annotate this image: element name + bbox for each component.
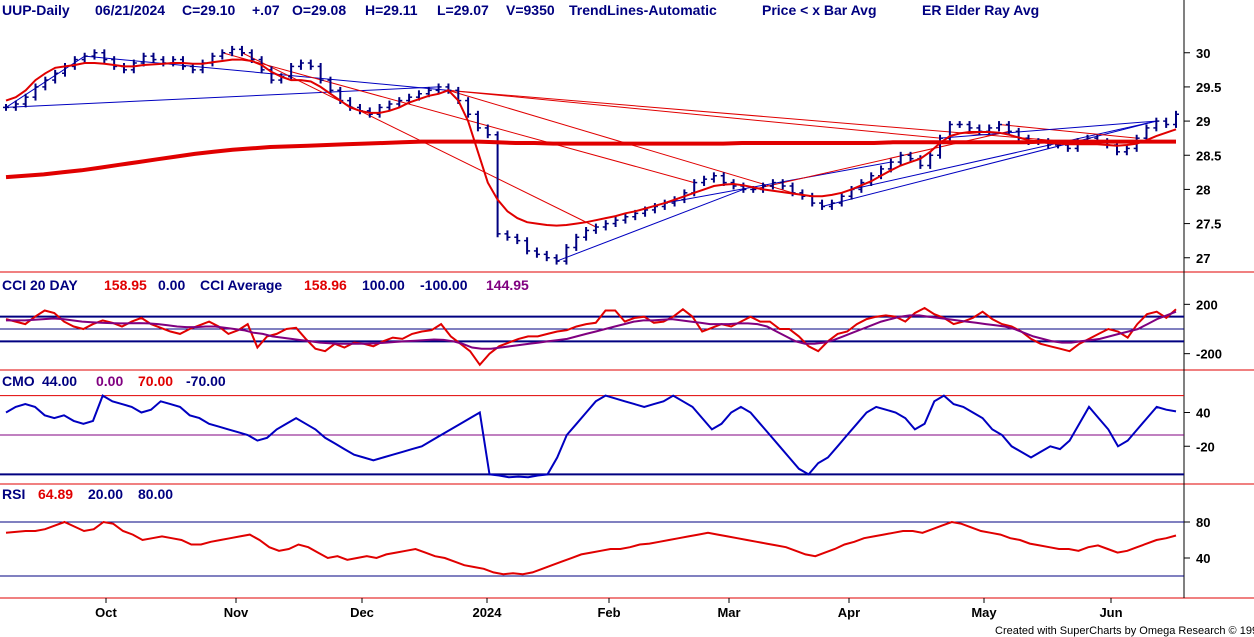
header-study-price-avg: Price < x Bar Avg — [762, 2, 877, 18]
trendline — [448, 89, 793, 194]
trendline — [448, 89, 1108, 146]
cci-legend-1: 158.95 — [104, 277, 147, 293]
indicator-axis-ticks: 200 -200 40 -20 80 40 — [1184, 297, 1222, 566]
indicator-line-cci-average — [6, 310, 1177, 350]
price-tick-label: 27.5 — [1196, 217, 1221, 232]
header-date: 06/21/2024 — [95, 2, 165, 18]
header-study-trendlines: TrendLines-Automatic — [569, 2, 717, 18]
rsi-legend-0: RSI — [2, 486, 25, 502]
rsi-legend-1: 64.89 — [38, 486, 73, 502]
time-tick-label: 2024 — [473, 605, 503, 620]
price-tick-label: 28.5 — [1196, 148, 1221, 163]
chart-header: UUP-Daily 06/21/2024 C=29.10 +.07 O=29.0… — [2, 2, 1039, 18]
cci-legend-7: 144.95 — [486, 277, 529, 293]
cci-legend-0: CCI 20 DAY — [2, 277, 78, 293]
trendline — [556, 188, 744, 262]
rsi-legend: RSI 64.89 20.00 80.00 — [2, 486, 173, 502]
trendline — [998, 124, 1137, 139]
cci-legend-2: 0.00 — [158, 277, 185, 293]
indicator-tick-label: -20 — [1196, 439, 1215, 454]
trendline — [448, 89, 941, 139]
time-tick-label: Mar — [717, 605, 740, 620]
header-symbol: UUP-Daily — [2, 2, 70, 18]
time-tick-label: Apr — [838, 605, 860, 620]
credit-text: Created with SuperCharts by Omega Resear… — [995, 625, 1254, 637]
cci-legend-6: -100.00 — [420, 277, 468, 293]
time-tick-label: Dec — [350, 605, 374, 620]
indicator-tick-label: 40 — [1196, 406, 1210, 421]
trendline — [5, 86, 439, 108]
header-open: O=29.08 — [292, 2, 346, 18]
trendline — [753, 130, 1009, 190]
time-tick-label: Feb — [597, 605, 620, 620]
trendline — [664, 161, 891, 204]
time-tick-label: Nov — [224, 605, 249, 620]
cmo-legend-4: -70.00 — [186, 373, 226, 389]
trendline — [939, 120, 1157, 139]
rsi-legend-3: 80.00 — [138, 486, 173, 502]
indicator-tick-label: 80 — [1196, 515, 1210, 530]
trendline — [84, 55, 449, 91]
trendline — [851, 120, 1157, 190]
indicator-tick-label: 40 — [1196, 551, 1210, 566]
price-tick-label: 29 — [1196, 114, 1210, 129]
time-tick-label: Oct — [95, 605, 117, 620]
price-tick-label: 30 — [1196, 46, 1210, 61]
indicator-panels — [0, 306, 1184, 577]
cmo-legend-1: 44.00 — [42, 373, 77, 389]
cci-legend: CCI 20 DAY 158.95 0.00 CCI Average 158.9… — [2, 277, 529, 293]
rsi-legend-2: 20.00 — [88, 486, 123, 502]
cci-legend-3: CCI Average — [200, 277, 282, 293]
long-ma-line — [5, 139, 1176, 180]
header-high: H=29.11 — [365, 2, 418, 18]
trendline — [821, 120, 1157, 207]
indicator-line-rsi — [5, 520, 1177, 576]
cci-legend-5: 100.00 — [362, 277, 405, 293]
time-axis: Oct Nov Dec 2024 Feb Mar Apr May Jun — [95, 598, 1123, 620]
header-close: C=29.10 — [182, 2, 236, 18]
short-ma-line — [5, 58, 1177, 227]
cmo-legend-2: 0.00 — [96, 373, 123, 389]
indicator-tick-label: -200 — [1196, 347, 1222, 362]
trendline — [222, 52, 695, 184]
price-tick-label: 28 — [1196, 182, 1210, 197]
indicator-tick-label: 200 — [1196, 297, 1218, 312]
cci-legend-4: 158.96 — [304, 277, 347, 293]
indicator-line-cci-20-day — [5, 306, 1177, 367]
cmo-legend-3: 70.00 — [138, 373, 173, 389]
price-axis-ticks: 30 29.5 29 28.5 28 27.5 27 — [1184, 46, 1221, 266]
cmo-legend-0: CMO — [2, 373, 35, 389]
cmo-legend: CMO 44.00 0.00 70.00 -70.00 — [2, 373, 226, 389]
header-change: +.07 — [252, 2, 280, 18]
indicator-line-cmo — [5, 394, 1177, 479]
time-tick-label: May — [971, 605, 997, 620]
time-tick-label: Jun — [1099, 605, 1122, 620]
header-low: L=29.07 — [437, 2, 489, 18]
header-study-elder-ray: ER Elder Ray Avg — [922, 2, 1039, 18]
price-tick-label: 27 — [1196, 251, 1210, 266]
panel-frames — [0, 0, 1254, 599]
price-tick-label: 29.5 — [1196, 80, 1221, 95]
header-volume: V=9350 — [506, 2, 555, 18]
moving-averages — [5, 58, 1177, 227]
